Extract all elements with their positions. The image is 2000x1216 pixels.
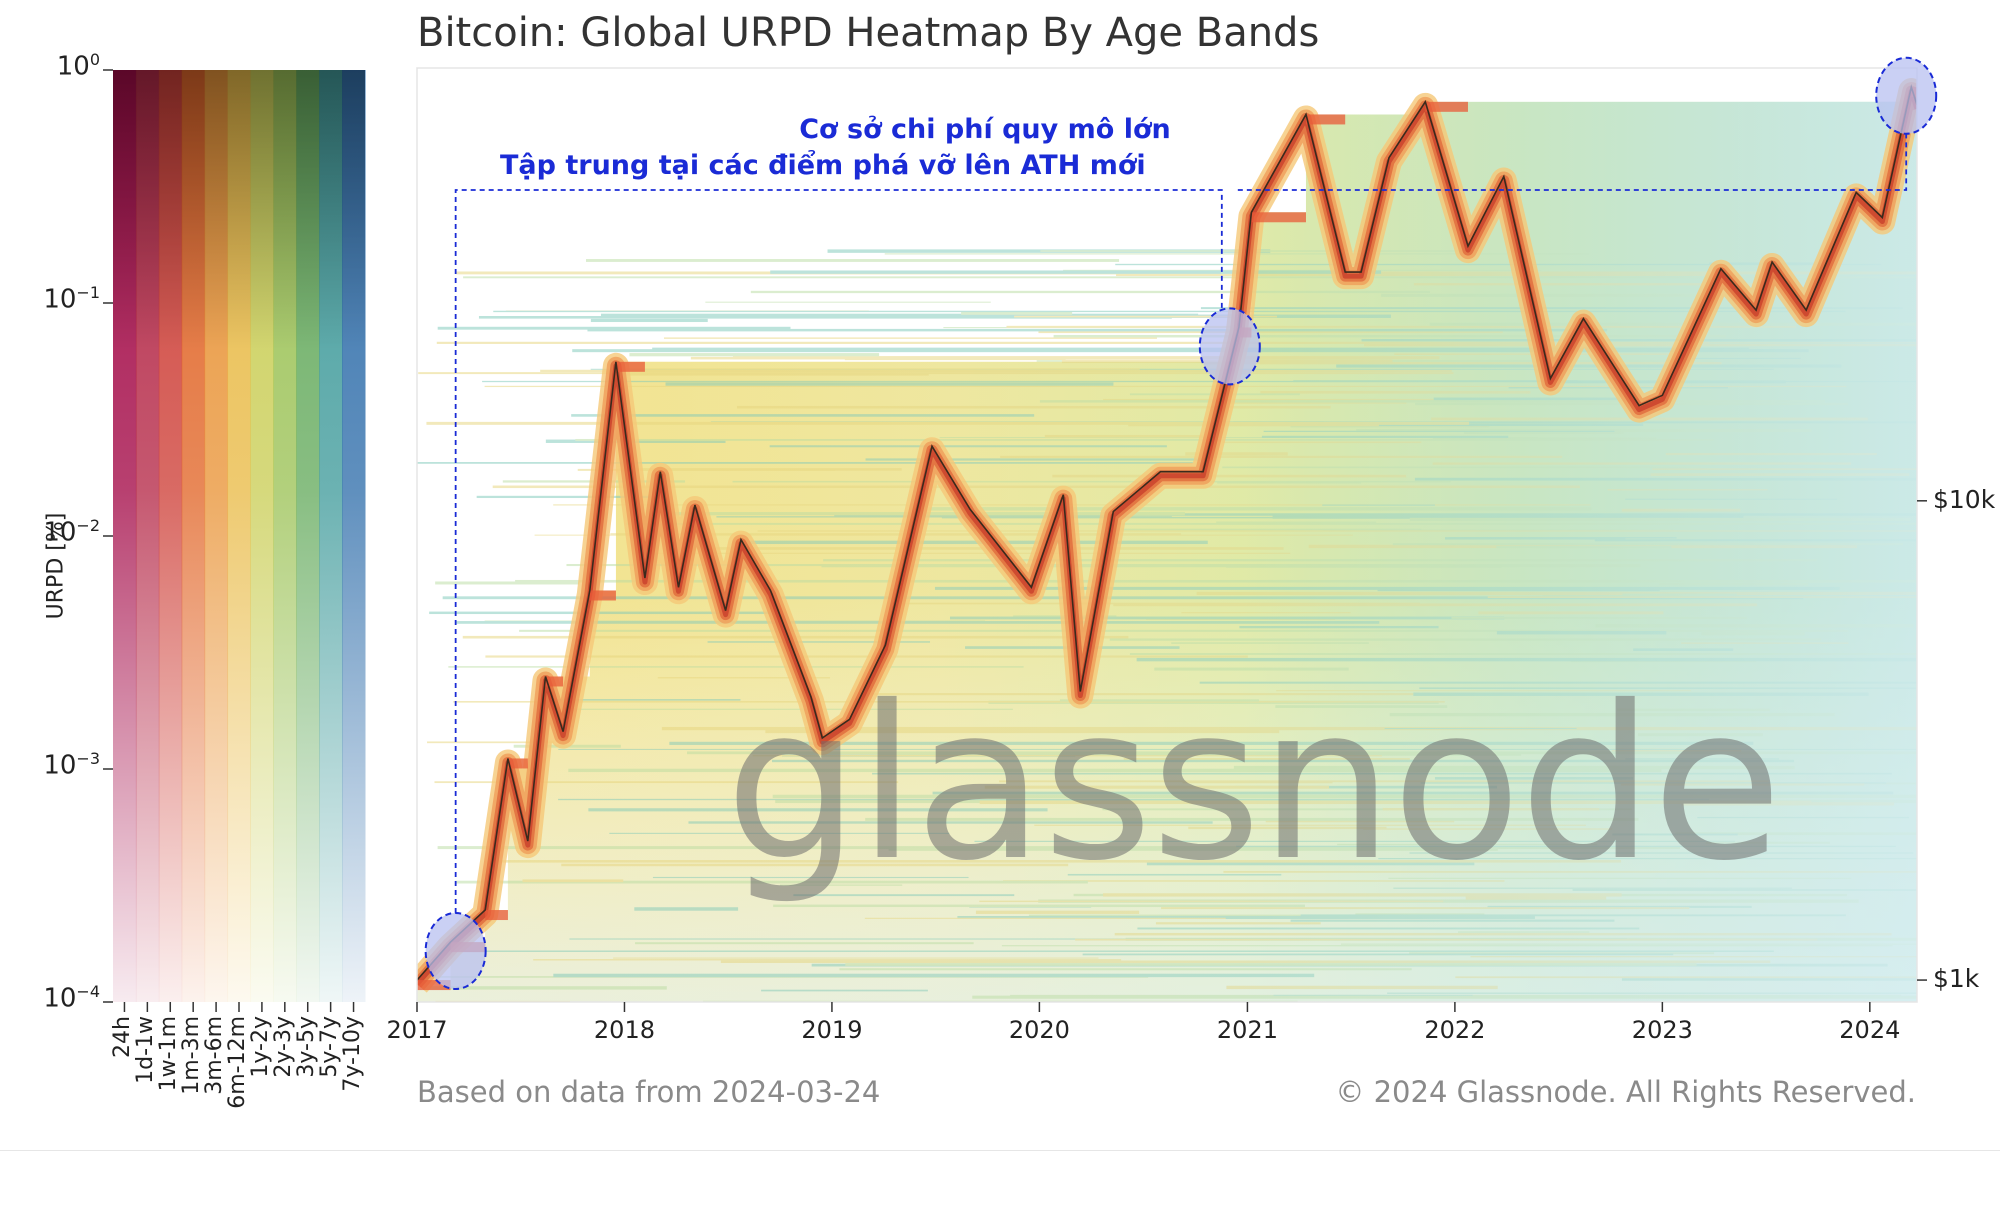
band-label: 1w-1m xyxy=(156,1016,182,1092)
supply-streak xyxy=(705,301,991,303)
band-label: 6m-12m xyxy=(225,1016,250,1109)
ath-step xyxy=(545,676,564,687)
supply-streak xyxy=(572,349,1809,353)
colorbar-tick-label: 10−2 xyxy=(43,516,100,548)
x-tick-label: 2024 xyxy=(1839,1016,1901,1044)
x-tick-label: 2019 xyxy=(801,1016,863,1044)
colorbar-tick-label: 100 xyxy=(56,50,100,82)
band-label: 7y-10y xyxy=(339,1016,365,1092)
band-label: 2y-3y xyxy=(270,1016,296,1078)
supply-streak xyxy=(770,270,1382,274)
guide-line-right xyxy=(1237,133,1908,191)
supply-streak xyxy=(587,328,1608,332)
bottom-divider xyxy=(0,1150,2000,1151)
copyright-note: © 2024 Glassnode. All Rights Reserved. xyxy=(1335,1075,1916,1109)
ath-step xyxy=(1425,101,1468,112)
chart-title: Bitcoin: Global URPD Heatmap By Age Band… xyxy=(417,10,1320,56)
annotation-line-2: Tập trung tại các điểm phá vỡ lên ATH mớ… xyxy=(500,150,1146,181)
price-tick-label: $10k xyxy=(1933,484,1996,514)
x-tick-label: 2023 xyxy=(1631,1016,1693,1044)
price-axis xyxy=(1917,500,1927,981)
price-tick-label: $1k xyxy=(1933,964,1980,994)
supply-streak xyxy=(437,326,791,330)
supply-streak xyxy=(690,356,1392,360)
x-axis xyxy=(416,1002,1871,1012)
band-label: 5y-7y xyxy=(316,1016,342,1078)
supply-streak xyxy=(961,311,1073,315)
band-label: 3y-5y xyxy=(293,1016,319,1078)
ath-step xyxy=(589,590,616,601)
ath-breakout-highlight xyxy=(1198,307,1261,386)
supply-streak xyxy=(590,318,708,323)
colorbar-tick-label: 10−1 xyxy=(43,283,100,315)
price-line xyxy=(417,84,1917,981)
colorbar-tick-label: 10−4 xyxy=(43,982,100,1014)
supply-streak xyxy=(463,276,1917,279)
supply-streak xyxy=(476,495,671,499)
plot-frame xyxy=(416,67,1918,1003)
watermark: glassnode xyxy=(725,660,1782,907)
supply-streak xyxy=(844,358,1066,361)
band-label: 3m-6m xyxy=(202,1016,228,1095)
color-bar xyxy=(103,69,366,1012)
data-source-note: Based on data from 2024-03-24 xyxy=(417,1075,881,1109)
ath-breakout-highlight xyxy=(1875,56,1938,135)
x-tick-label: 2018 xyxy=(593,1016,655,1044)
supply-streak xyxy=(435,581,580,585)
supply-streak xyxy=(493,310,1846,313)
band-label: 1d-1w xyxy=(133,1016,159,1084)
ath-step xyxy=(485,910,508,921)
ath-step xyxy=(507,758,528,769)
band-label: 1m-3m xyxy=(179,1016,205,1095)
supply-streak xyxy=(750,290,1430,294)
ath-step xyxy=(1305,114,1346,125)
annotation-line-1: Cơ sở chi phí quy mô lớn xyxy=(799,114,1171,145)
heatmap-plot xyxy=(417,68,1917,1002)
supply-streak xyxy=(585,259,1120,262)
x-tick-label: 2020 xyxy=(1008,1016,1070,1044)
x-tick-label: 2017 xyxy=(386,1016,448,1044)
ath-step xyxy=(417,980,451,991)
guide-line-left xyxy=(454,189,1223,913)
supply-streak xyxy=(1014,315,1277,318)
supply-streak xyxy=(663,337,1157,339)
band-label: 24h xyxy=(110,1016,136,1058)
supply-streak xyxy=(427,741,555,744)
band-label: 1y-2y xyxy=(247,1016,273,1078)
colorbar-tick-label: 10−3 xyxy=(43,749,100,781)
x-tick-label: 2022 xyxy=(1424,1016,1486,1044)
annotation-overlay xyxy=(424,56,1938,990)
x-tick-label: 2021 xyxy=(1216,1016,1278,1044)
colorbar-shade xyxy=(113,70,365,1002)
supply-streak xyxy=(436,341,1709,344)
ath-step xyxy=(615,361,645,372)
ath-breakout-highlight xyxy=(424,911,487,990)
ath-step xyxy=(1251,212,1306,223)
supply-streak xyxy=(629,353,880,357)
